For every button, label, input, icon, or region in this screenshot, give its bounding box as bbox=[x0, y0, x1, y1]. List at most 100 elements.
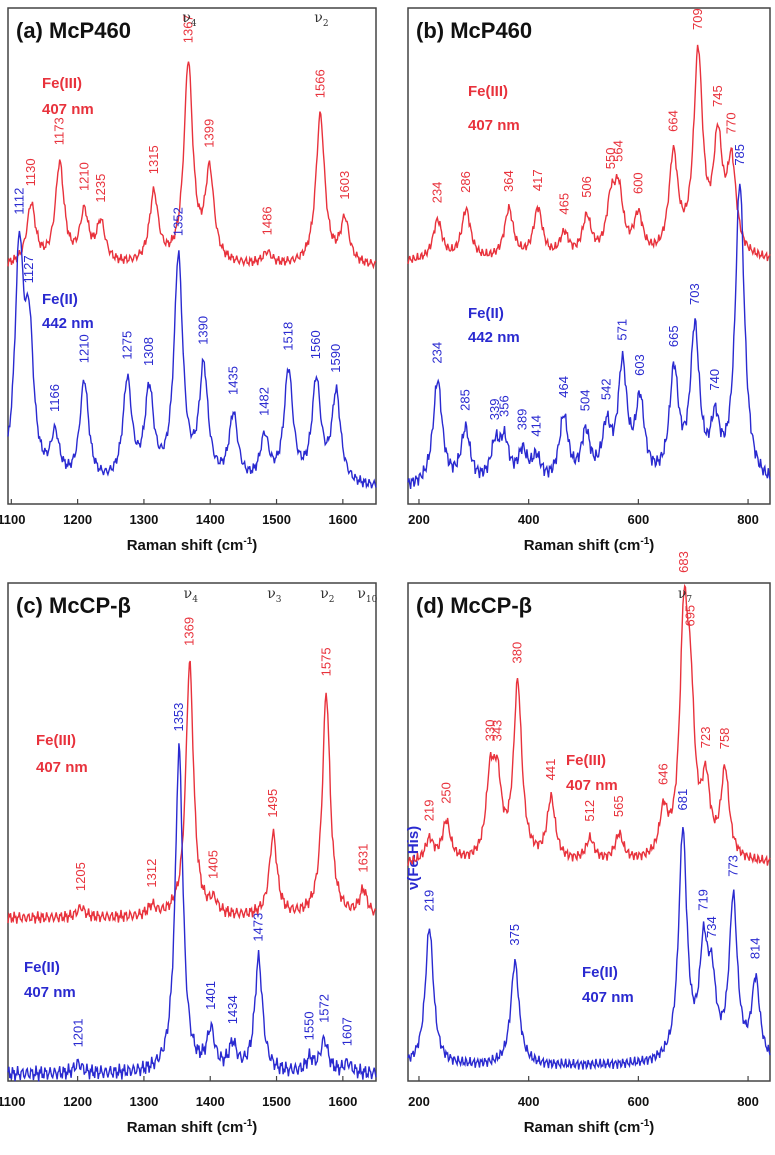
panel-a-peak-label: 1210 bbox=[76, 162, 91, 191]
panel-d-tick-label: 200 bbox=[408, 1094, 430, 1109]
panel-b-peak-label: 770 bbox=[724, 112, 739, 134]
panel-c-tick-label: 1100 bbox=[0, 1094, 25, 1109]
panel-c-fe2-wavelength: 407 nm bbox=[24, 984, 76, 1001]
panel-a-tick-label: 1500 bbox=[262, 512, 291, 527]
panel-d-peak-label: 330 bbox=[482, 720, 497, 742]
panel-a-tick-label: 1600 bbox=[328, 512, 357, 527]
panel-c-mode-label: ν2 bbox=[320, 586, 334, 605]
panel-c-peak-label: 1312 bbox=[144, 859, 159, 888]
panel-d-peak-label: 375 bbox=[507, 924, 522, 946]
panel-b-peak-label: 234 bbox=[430, 182, 445, 204]
panel-c-mode-label: ν3 bbox=[267, 586, 282, 605]
panel-a-peak-label: 1352 bbox=[170, 207, 185, 236]
panel-c-peak-label: 1353 bbox=[171, 703, 186, 732]
panel-a-fe3-label: Fe(III) bbox=[42, 75, 82, 92]
panel-b-tick-label: 600 bbox=[628, 512, 650, 527]
panel-b-peak-label: 550 bbox=[603, 148, 618, 170]
panel-b-peak-label: 664 bbox=[665, 110, 680, 132]
panel-a-peak-label: 1315 bbox=[146, 145, 161, 174]
panel-b-peak-label: 603 bbox=[632, 354, 647, 376]
panel-a-peak-label: 1390 bbox=[196, 316, 211, 345]
panel-b-peak-label: 339 bbox=[487, 398, 502, 420]
panel-d-fe3-wavelength: 407 nm bbox=[566, 777, 618, 794]
panel-b-frame bbox=[407, 7, 771, 505]
panel-d-fe2-wavelength: 407 nm bbox=[582, 989, 634, 1006]
panel-c-fe3-wavelength: 407 nm bbox=[36, 759, 88, 776]
panel-a-mode-label: ν4 bbox=[182, 10, 197, 29]
panel-b-peak-label: 414 bbox=[528, 415, 543, 437]
panel-b-peak-label: 356 bbox=[497, 395, 512, 417]
panel-c-frame bbox=[7, 582, 377, 1082]
panel-c-peak-label: 1550 bbox=[302, 1011, 317, 1040]
panel-a-peak-label: 1173 bbox=[52, 117, 67, 145]
panel-c-peak-label: 1473 bbox=[251, 913, 266, 942]
panel-d-tick-label: 400 bbox=[518, 1094, 540, 1109]
panel-c-peak-label: 1401 bbox=[203, 981, 218, 1010]
panel-d-peak-label: 719 bbox=[696, 889, 711, 911]
panel-a-title: (a) McP460 bbox=[16, 18, 131, 43]
panel-a-peak-label: 1560 bbox=[308, 330, 323, 359]
panel-b-tick-label: 800 bbox=[737, 512, 759, 527]
panel-d-title: (d) McCP-β bbox=[416, 593, 532, 618]
panel-d-peak-label: 773 bbox=[725, 855, 740, 877]
panel-c-xlabel: Raman shift (cm-1) bbox=[127, 1118, 258, 1136]
panel-c-peak-label: 1631 bbox=[355, 844, 370, 873]
panel-b-peak-label: 417 bbox=[530, 169, 545, 191]
panel-a-tick-label: 1400 bbox=[196, 512, 225, 527]
panel-b-peak-label: 740 bbox=[707, 369, 722, 391]
panel-d-peak-label: 219 bbox=[421, 890, 436, 912]
panel-a-mode-label: ν2 bbox=[314, 10, 328, 29]
panel-b-series-fe3-line bbox=[407, 44, 771, 265]
panel-a-peak-label: 1127 bbox=[21, 255, 36, 283]
panel-b-tick-label: 400 bbox=[518, 512, 540, 527]
panel-c-peak-label: 1575 bbox=[318, 647, 333, 676]
panel-c-tick-label: 1300 bbox=[129, 1094, 158, 1109]
panel-a-peak-label: 1210 bbox=[76, 334, 91, 363]
panel-a-peak-label: 1112 bbox=[11, 188, 26, 215]
panel-b-fe3-wavelength: 407 nm bbox=[468, 117, 520, 134]
panel-a-peak-label: 1308 bbox=[141, 337, 156, 366]
panel-d-series-fe3-line bbox=[407, 583, 771, 866]
panel-a-peak-label: 1166 bbox=[47, 384, 62, 412]
panel-d-peak-label: 441 bbox=[543, 759, 558, 781]
panel-b-peak-label: 542 bbox=[599, 378, 614, 400]
panel-d-peak-label: 758 bbox=[717, 728, 732, 750]
panel-c-peak-label: 1434 bbox=[225, 995, 240, 1024]
panel-d-peak-label: 814 bbox=[748, 937, 763, 959]
panel-a-frame bbox=[7, 7, 377, 505]
panel-d-mode-label: ν7 bbox=[678, 586, 693, 605]
panel-d-peak-label: 512 bbox=[582, 800, 597, 822]
panel-d-tick-label: 800 bbox=[737, 1094, 759, 1109]
panel-d-peak-label: 250 bbox=[438, 782, 453, 804]
panel-d-peak-label: 681 bbox=[675, 789, 690, 811]
panel-b-fe3-label: Fe(III) bbox=[468, 83, 508, 100]
panel-d-peak-label: 723 bbox=[698, 726, 713, 748]
panel-a-peak-label: 1130 bbox=[23, 158, 38, 186]
panel-a-peak-label: 1590 bbox=[328, 344, 343, 373]
panel-a-fe2-label: Fe(II) bbox=[42, 291, 78, 308]
panel-b-peak-label: 600 bbox=[630, 172, 645, 194]
panel-d-fe2-label: Fe(II) bbox=[582, 964, 618, 981]
panel-b-fe2-label: Fe(II) bbox=[468, 305, 504, 322]
panel-d-tick-label: 600 bbox=[628, 1094, 650, 1109]
panel-b-peak-label: 389 bbox=[515, 409, 530, 431]
panel-d-peak-label: 683 bbox=[676, 551, 691, 573]
panel-c-tick-label: 1600 bbox=[328, 1094, 357, 1109]
panel-d-xlabel: Raman shift (cm-1) bbox=[524, 1118, 655, 1136]
panel-c-peak-label: 1405 bbox=[205, 850, 220, 879]
panel-c-series-fe2-line bbox=[7, 743, 377, 1082]
panel-b-peak-label: 506 bbox=[579, 176, 594, 198]
panel-c-peak-label: 1495 bbox=[265, 789, 280, 818]
panel-b-peak-label: 745 bbox=[710, 85, 725, 107]
panel-d-peak-label: 565 bbox=[611, 795, 626, 817]
panel-b-peak-label: 785 bbox=[732, 144, 747, 166]
panel-a-series-fe3-line bbox=[7, 61, 377, 270]
panel-a-peak-label: 1566 bbox=[312, 69, 327, 98]
panel-d-peak-label: 343 bbox=[489, 720, 504, 742]
panel-a-xlabel: Raman shift (cm-1) bbox=[127, 536, 258, 554]
panel-c-tick-label: 1200 bbox=[63, 1094, 92, 1109]
panel-a-tick-label: 1200 bbox=[63, 512, 92, 527]
panel-b-series-fe2-line bbox=[407, 183, 771, 490]
panel-b-peak-label: 234 bbox=[430, 342, 445, 364]
